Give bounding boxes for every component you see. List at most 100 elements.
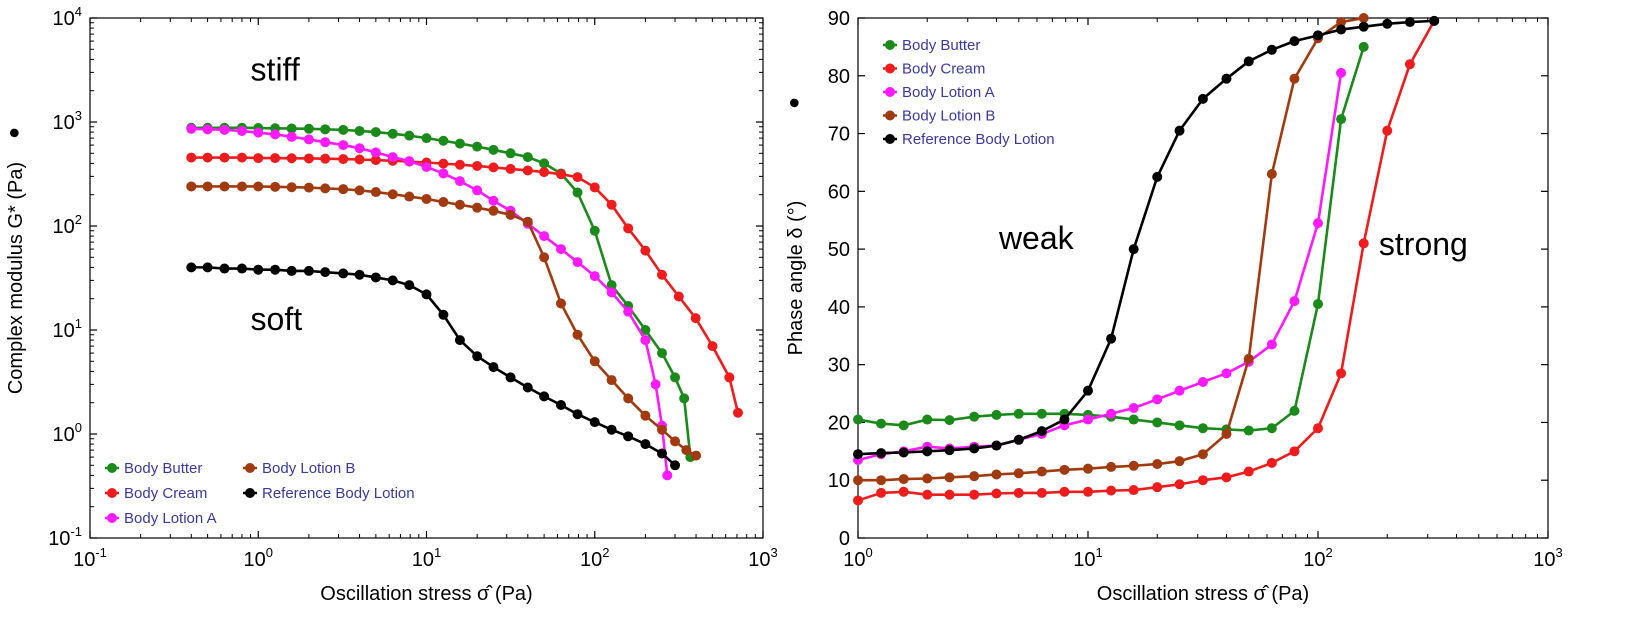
data-point [555,244,566,255]
data-point [1013,468,1024,479]
data-point [991,488,1002,499]
data-point [253,264,264,275]
data-point [438,158,449,169]
data-point [1336,24,1347,35]
y-tick-label: 30 [828,355,850,377]
data-point [1174,479,1185,490]
legend-item: Reference Body Lotion [883,131,1055,148]
data-point [354,143,365,154]
data-point [853,414,863,425]
data-point [1266,457,1277,468]
data-point [673,291,684,302]
data-point [670,436,681,447]
data-point [1221,73,1232,84]
data-point [1266,339,1277,350]
data-point [656,348,667,359]
data-point [640,410,651,421]
data-point [991,469,1002,480]
data-point [1404,59,1415,70]
data-point [438,135,449,146]
data-point [1174,420,1185,431]
series-body-cream [853,15,1440,506]
data-point [522,165,533,176]
data-point [944,489,955,500]
data-point [1289,446,1300,457]
data-point [1083,463,1093,474]
data-point [186,123,197,134]
legend-label: Body Cream [124,485,207,502]
data-point [186,152,197,163]
y-tick-label: 103 [53,108,82,134]
data-point [1106,333,1117,344]
data-point [922,489,933,500]
y-tick-label: 50 [828,239,850,261]
data-point [404,130,415,141]
data-point [387,275,398,286]
x-tick-label: 103 [748,545,777,571]
data-point [370,272,381,283]
legend: Body Butter Body Cream Body Lotion A Body L… [105,460,415,527]
data-point [236,181,247,192]
data-point [623,393,634,404]
data-point [589,417,600,428]
data-point [1128,403,1139,413]
data-point [286,265,297,276]
data-point [286,123,297,134]
data-point [670,372,681,383]
data-point [662,470,673,481]
data-point [286,131,297,142]
data-point [732,407,743,418]
y-tick-label: 70 [828,124,850,146]
data-point [991,409,1002,420]
data-point [606,424,617,435]
data-point [438,168,449,179]
data-point [338,124,349,135]
y-tick-label: 102 [53,212,82,238]
data-point [1013,487,1024,498]
x-tick-label: 100 [244,545,273,571]
y-axis-marker-icon: ● [3,127,25,139]
data-point [623,431,634,442]
data-point [1013,434,1024,445]
data-point [1036,426,1047,437]
data-point [606,199,617,210]
series-body-lotion-b [186,181,702,461]
legend-swatch-marker [245,463,255,473]
data-point [944,415,955,426]
data-point [1083,486,1093,497]
legend-label: Body Butter [124,460,202,477]
x-axis-title: Oscillation stress σ̂ (Pa) [320,583,532,605]
data-point [691,450,702,461]
data-point [253,153,264,164]
data-point [1221,429,1232,439]
data-point [1358,13,1369,23]
data-point [539,252,550,263]
data-point [969,411,980,422]
data-point [488,144,499,155]
y-tick-label: 10-1 [48,524,82,550]
data-point [320,153,331,164]
legend-swatch-marker [885,87,895,97]
y-tick-label: 101 [53,316,82,342]
legend-swatch-marker [107,463,117,473]
data-point [1174,385,1185,396]
data-point [236,152,247,163]
data-point [1128,244,1139,255]
data-point [303,265,314,276]
data-point [1404,17,1415,28]
data-point [1243,56,1254,67]
chart-panel-1: 10-1 100 101 102 103 10-1 100 101 102 103 104 Oscil… [3,4,778,605]
data-point [421,133,432,144]
data-point [1036,408,1047,419]
legend-item: Body Butter [105,460,202,477]
data-point [1059,464,1070,475]
data-point [219,124,230,135]
x-tick-label: 101 [412,545,441,571]
data-point [853,449,863,460]
data-point [606,375,617,386]
data-point [522,152,533,163]
data-point [186,262,197,273]
data-point [1059,414,1070,425]
data-point [438,197,449,208]
